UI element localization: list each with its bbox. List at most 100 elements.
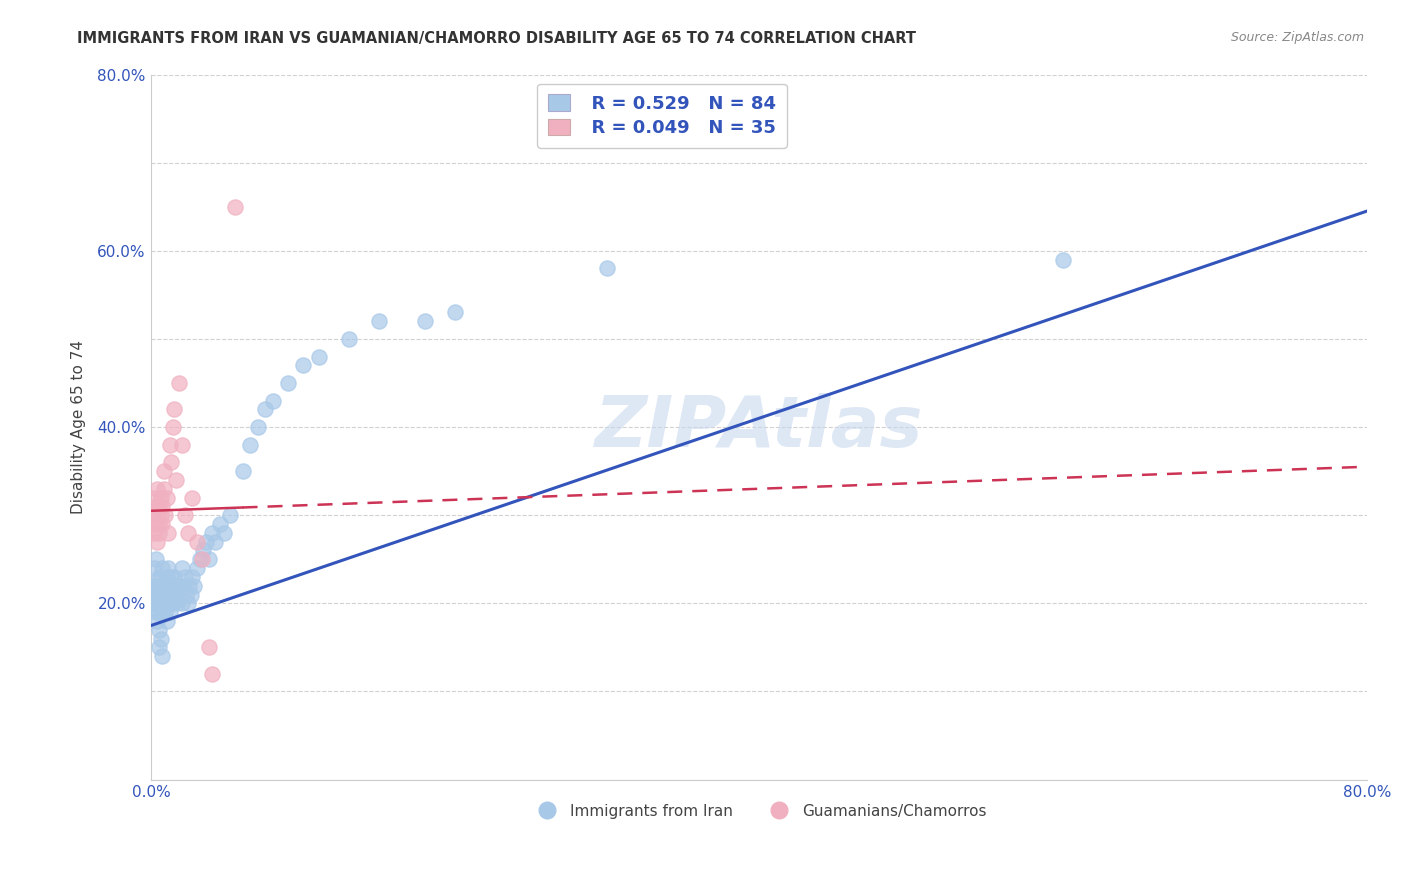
Point [148, 570, 170, 584]
Point [163, 570, 186, 584]
Point [148, 596, 170, 610]
Legend: Immigrants from Iran, Guamanians/Chamorros: Immigrants from Iran, Guamanians/Chamorr… [526, 797, 993, 825]
Point [181, 570, 204, 584]
Point [204, 534, 226, 549]
Point [163, 402, 186, 417]
Point [146, 614, 169, 628]
Point [173, 570, 195, 584]
Point [159, 605, 181, 619]
Point [160, 570, 183, 584]
Point [159, 579, 181, 593]
Text: Source: ZipAtlas.com: Source: ZipAtlas.com [1230, 31, 1364, 45]
Point [186, 534, 208, 549]
Point [152, 464, 174, 478]
Point [180, 588, 202, 602]
Point [155, 579, 177, 593]
Point [183, 579, 205, 593]
Point [152, 482, 174, 496]
Point [148, 525, 170, 540]
Point [201, 666, 224, 681]
Point [239, 438, 262, 452]
Point [153, 605, 176, 619]
Point [150, 649, 173, 664]
Point [148, 605, 170, 619]
Point [146, 534, 169, 549]
Point [155, 596, 177, 610]
Point [146, 482, 169, 496]
Point [149, 491, 172, 505]
Point [444, 305, 467, 319]
Point [148, 623, 170, 637]
Point [214, 525, 236, 540]
Point [145, 552, 167, 566]
Point [149, 632, 172, 646]
Point [159, 596, 181, 610]
Point [148, 500, 170, 514]
Point [596, 261, 619, 276]
Point [188, 552, 211, 566]
Point [191, 543, 214, 558]
Point [155, 614, 177, 628]
Point [337, 332, 360, 346]
Point [148, 640, 170, 655]
Point [160, 455, 183, 469]
Point [153, 508, 176, 523]
Point [149, 570, 172, 584]
Point [146, 508, 169, 523]
Point [148, 579, 170, 593]
Point [179, 579, 201, 593]
Point [159, 438, 181, 452]
Point [1052, 252, 1074, 267]
Point [143, 596, 166, 610]
Point [150, 605, 173, 619]
Point [232, 464, 254, 478]
Point [368, 314, 391, 328]
Point [143, 525, 166, 540]
Point [201, 525, 224, 540]
Point [208, 516, 231, 531]
Point [145, 579, 167, 593]
Point [166, 596, 188, 610]
Point [308, 350, 330, 364]
Point [145, 516, 167, 531]
Point [167, 376, 190, 390]
Point [170, 561, 193, 575]
Point [176, 588, 198, 602]
Point [155, 491, 177, 505]
Point [198, 640, 221, 655]
Point [150, 500, 173, 514]
Point [246, 420, 269, 434]
Point [148, 588, 170, 602]
Point [149, 596, 172, 610]
Point [254, 402, 277, 417]
Point [162, 579, 184, 593]
Point [277, 376, 299, 390]
Point [163, 588, 186, 602]
Point [186, 561, 208, 575]
Point [157, 588, 180, 602]
Point [169, 588, 191, 602]
Point [181, 491, 204, 505]
Point [150, 561, 173, 575]
Point [165, 579, 187, 593]
Point [146, 579, 169, 593]
Point [142, 508, 165, 523]
Point [150, 579, 173, 593]
Point [155, 570, 177, 584]
Point [224, 200, 246, 214]
Point [157, 561, 180, 575]
Point [146, 588, 169, 602]
Point [262, 393, 284, 408]
Point [413, 314, 436, 328]
Point [195, 534, 218, 549]
Point [160, 588, 183, 602]
Point [170, 438, 193, 452]
Y-axis label: Disability Age 65 to 74: Disability Age 65 to 74 [72, 340, 86, 514]
Point [157, 525, 180, 540]
Point [150, 596, 173, 610]
Point [148, 516, 170, 531]
Point [145, 500, 167, 514]
Point [173, 508, 195, 523]
Text: IMMIGRANTS FROM IRAN VS GUAMANIAN/CHAMORRO DISABILITY AGE 65 TO 74 CORRELATION C: IMMIGRANTS FROM IRAN VS GUAMANIAN/CHAMOR… [77, 31, 917, 46]
Point [165, 473, 187, 487]
